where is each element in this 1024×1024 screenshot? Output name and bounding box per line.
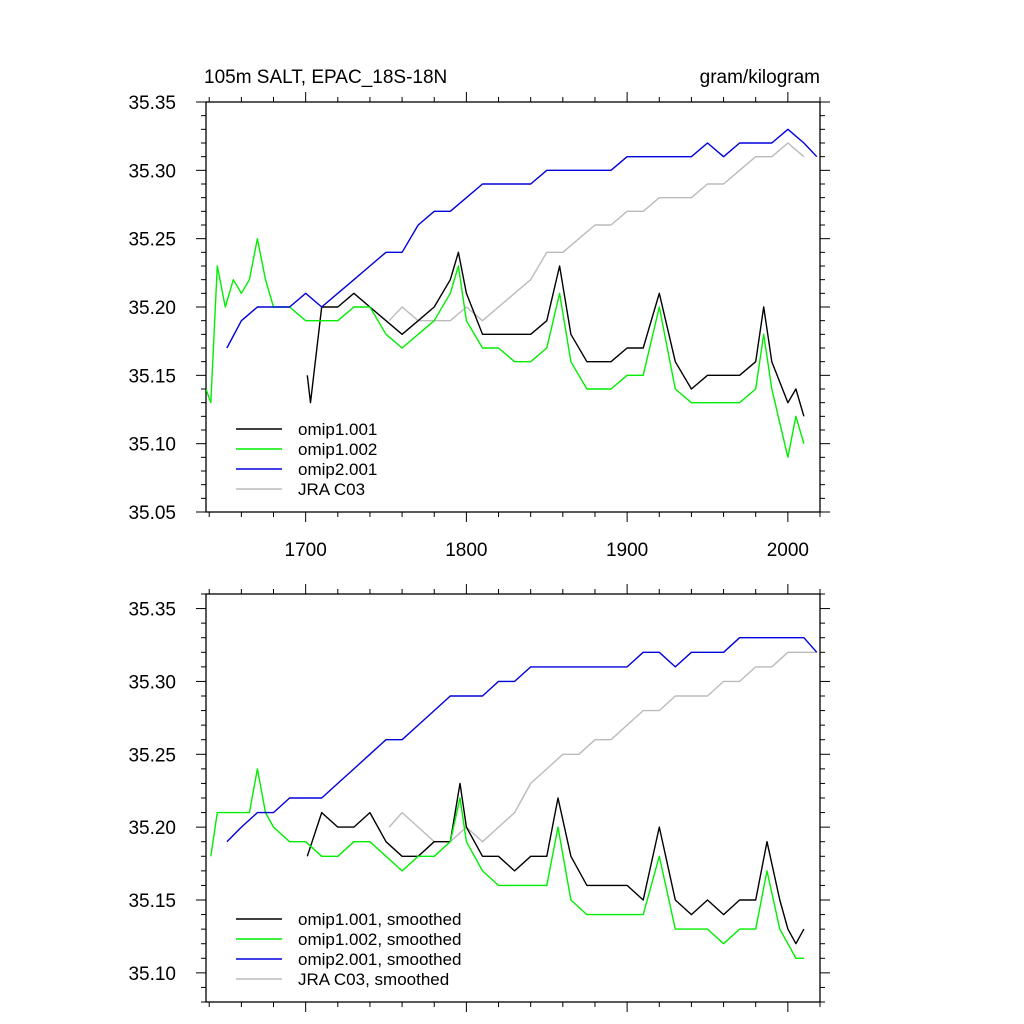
y-tick-label: 35.25	[128, 745, 176, 766]
x-tick-label: 2000	[767, 540, 809, 561]
y-tick-label: 35.10	[128, 964, 176, 985]
y-tick-label: 35.15	[128, 891, 176, 912]
series-line-0	[306, 251, 805, 417]
legend-label: omip2.001	[298, 460, 377, 479]
legend-label: omip1.001, smoothed	[298, 910, 462, 929]
legend-label: omip1.001	[298, 420, 377, 439]
legend-label: omip2.001, smoothed	[298, 950, 462, 969]
series-line-3	[388, 142, 805, 322]
y-tick-label: 35.25	[128, 230, 176, 251]
legend-label: omip1.002	[298, 440, 377, 459]
series-line-1	[206, 237, 805, 458]
y-tick-label: 35.20	[128, 298, 176, 319]
y-tick-label: 35.15	[128, 366, 176, 387]
series-line-0	[306, 782, 805, 945]
series-line-1	[210, 768, 804, 959]
y-tick-label: 35.20	[128, 818, 176, 839]
x-tick-label: 1800	[445, 540, 487, 561]
legend-label: JRA C03	[298, 480, 365, 499]
y-tick-label: 35.30	[128, 672, 176, 693]
y-tick-label: 35.35	[128, 93, 176, 114]
series-line-2	[226, 637, 818, 843]
panel-raw: 1700 1800 1900 2000 35.05 35.10 35.15 35.20 35.2…	[128, 92, 830, 561]
series-line-2	[226, 128, 818, 349]
panel-smoothed: 35.10 35.15 35.20 35.25 35.30 35.35 omip1.001,…	[128, 584, 830, 1012]
y-tick-label: 35.05	[128, 503, 176, 524]
legend-label: omip1.002, smoothed	[298, 930, 462, 949]
y-tick-label: 35.30	[128, 161, 176, 182]
series-line-3	[388, 651, 817, 843]
x-tick-label: 1700	[285, 540, 327, 561]
legend-label: JRA C03, smoothed	[298, 970, 449, 989]
units-label: gram/kilogram	[700, 67, 820, 88]
y-tick-label: 35.10	[128, 435, 176, 456]
y-tick-label: 35.35	[128, 600, 176, 621]
figure-title: 105m SALT, EPAC_18S-18N	[204, 67, 447, 88]
x-tick-label: 1900	[606, 540, 648, 561]
